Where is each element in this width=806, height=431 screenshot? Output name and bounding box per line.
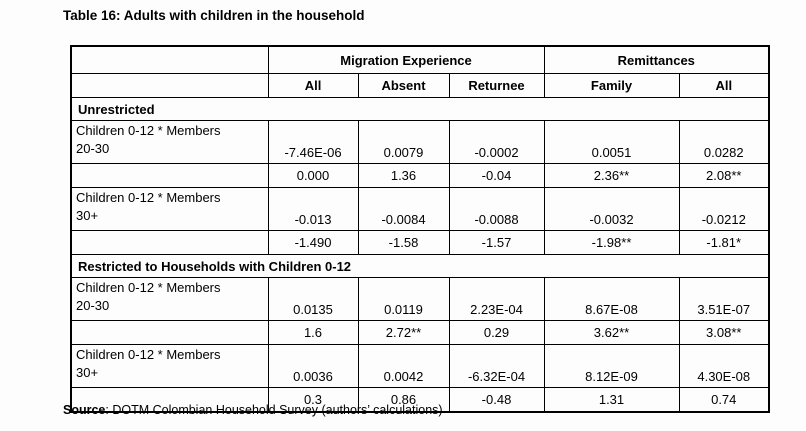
tstat-cell: -0.04 — [448, 163, 545, 188]
tstat-cell: -1.98** — [543, 230, 680, 255]
tstat-cell: -1.57 — [448, 230, 545, 255]
coefficient-cell: 4.30E-08 — [678, 344, 770, 388]
corner-cell — [70, 45, 269, 74]
results-table: Migration Experience Remittances All Abs… — [70, 45, 770, 413]
table-row: 0.000 1.36 -0.04 2.36** 2.08** — [70, 163, 770, 188]
coefficient-cell: 2.23E-04 — [448, 277, 545, 321]
coefficient-cell: -0.0032 — [543, 187, 680, 231]
tstat-cell: 1.6 — [267, 320, 359, 345]
row-label-empty — [70, 163, 269, 188]
tstat-cell: -1.490 — [267, 230, 359, 255]
tstat-cell: -1.81* — [678, 230, 770, 255]
source-label: Source — [63, 403, 106, 417]
group-header-migration-experience: Migration Experience — [267, 45, 545, 74]
column-header-absent: Absent — [357, 73, 450, 98]
corner-cell — [70, 73, 269, 98]
tstat-cell: 2.08** — [678, 163, 770, 188]
column-header-row: All Absent Returnee Family All — [70, 73, 770, 98]
tstat-cell: 0.000 — [267, 163, 359, 188]
section-header-unrestricted: Unrestricted — [70, 97, 770, 121]
row-label-empty — [70, 387, 269, 413]
coefficient-cell: 0.0051 — [543, 120, 680, 164]
tstat-cell: 3.62** — [543, 320, 680, 345]
coefficient-cell: 8.12E-09 — [543, 344, 680, 388]
row-label: Children 0-12 * Members 20-30 — [70, 120, 269, 164]
table-row: Children 0-12 * Members 30+ -0.013 -0.00… — [70, 187, 770, 231]
coefficient-cell: 0.0079 — [357, 120, 450, 164]
tstat-cell: 0.29 — [448, 320, 545, 345]
coefficient-cell: 0.0119 — [357, 277, 450, 321]
tstat-cell: 1.31 — [543, 387, 680, 413]
group-header-row: Migration Experience Remittances — [70, 45, 770, 74]
coefficient-cell: -0.0084 — [357, 187, 450, 231]
coefficient-cell: -0.0212 — [678, 187, 770, 231]
section-label: Unrestricted — [70, 97, 770, 121]
tstat-cell: 0.74 — [678, 387, 770, 413]
coefficient-cell: -0.0002 — [448, 120, 545, 164]
row-label: Children 0-12 * Members 30+ — [70, 344, 269, 388]
table-row: Children 0-12 * Members 20-30 0.0135 0.0… — [70, 277, 770, 321]
table-row: 1.6 2.72** 0.29 3.62** 3.08** — [70, 320, 770, 345]
tstat-cell: 1.36 — [357, 163, 450, 188]
coefficient-cell: 0.0135 — [267, 277, 359, 321]
row-label-empty — [70, 230, 269, 255]
table-row: 0.3 0.86 -0.48 1.31 0.74 — [70, 387, 770, 413]
row-label: Children 0-12 * Members 30+ — [70, 187, 269, 231]
tstat-cell: 3.08** — [678, 320, 770, 345]
group-header-remittances: Remittances — [543, 45, 770, 74]
section-label: Restricted to Households with Children 0… — [70, 254, 770, 278]
column-header-family: Family — [543, 73, 680, 98]
tstat-cell: 2.72** — [357, 320, 450, 345]
row-label: Children 0-12 * Members 20-30 — [70, 277, 269, 321]
source-note: Source: DOTM Colombian Household Survey … — [63, 403, 443, 417]
column-header-all-migration: All — [267, 73, 359, 98]
coefficient-cell: 0.0042 — [357, 344, 450, 388]
section-header-restricted: Restricted to Households with Children 0… — [70, 254, 770, 278]
coefficient-cell: 8.67E-08 — [543, 277, 680, 321]
coefficient-cell: -7.46E-06 — [267, 120, 359, 164]
page-title: Table 16: Adults with children in the ho… — [63, 8, 365, 23]
tstat-cell: 2.36** — [543, 163, 680, 188]
coefficient-cell: 3.51E-07 — [678, 277, 770, 321]
coefficient-cell: 0.0282 — [678, 120, 770, 164]
coefficient-cell: -0.013 — [267, 187, 359, 231]
column-header-returnee: Returnee — [448, 73, 545, 98]
table-row: -1.490 -1.58 -1.57 -1.98** -1.81* — [70, 230, 770, 255]
coefficient-cell: 0.0036 — [267, 344, 359, 388]
tstat-cell: -1.58 — [357, 230, 450, 255]
table-row: Children 0-12 * Members 30+ 0.0036 0.004… — [70, 344, 770, 388]
tstat-cell: 0.86 — [357, 387, 450, 413]
coefficient-cell: -0.0088 — [448, 187, 545, 231]
table-row: Children 0-12 * Members 20-30 -7.46E-06 … — [70, 120, 770, 164]
source-text: : DOTM Colombian Household Survey (autho… — [105, 403, 443, 417]
row-label-empty — [70, 320, 269, 345]
coefficient-cell: -6.32E-04 — [448, 344, 545, 388]
column-header-all-remittances: All — [678, 73, 770, 98]
tstat-cell: 0.3 — [267, 387, 359, 413]
tstat-cell: -0.48 — [448, 387, 545, 413]
